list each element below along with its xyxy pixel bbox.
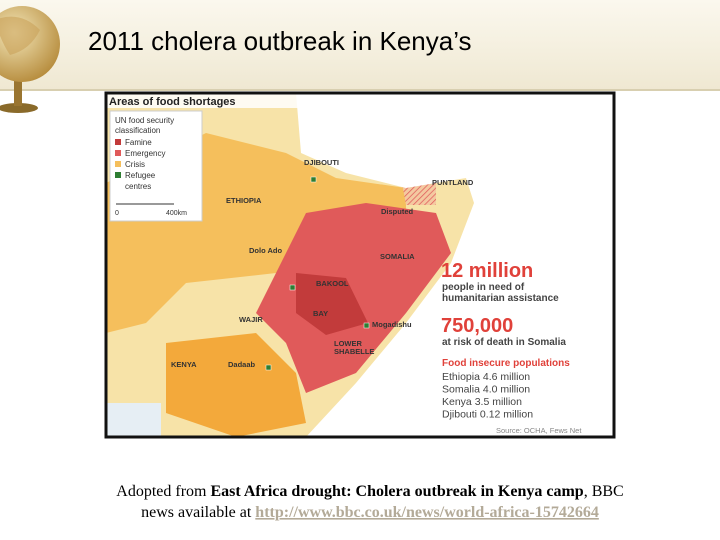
stat-text: people in need of bbox=[442, 282, 525, 293]
stat-text: at risk of death in Somalia bbox=[442, 337, 566, 348]
place-label: ETHIOPIA bbox=[226, 196, 262, 205]
caption-text: , BBC bbox=[584, 483, 624, 500]
caption-line: Adopted from East Africa drought: Choler… bbox=[116, 483, 623, 500]
crisis-region bbox=[166, 333, 306, 437]
place-label: Disputed bbox=[381, 207, 414, 216]
refugee-marker bbox=[310, 176, 317, 183]
inset-map bbox=[106, 403, 161, 437]
caption-text: news available at bbox=[141, 504, 255, 521]
legend-item: centres bbox=[125, 182, 151, 191]
stat-number: 750,000 bbox=[441, 315, 513, 337]
refugee-marker bbox=[289, 284, 296, 291]
scale-label: 0 bbox=[115, 210, 119, 217]
legend-swatch bbox=[115, 172, 121, 178]
legend-item: Emergency bbox=[125, 149, 165, 158]
place-label: PUNTLAND bbox=[432, 178, 474, 187]
caption-link[interactable]: http://www.bbc.co.uk/news/world-africa-1… bbox=[255, 504, 599, 521]
legend-swatch bbox=[115, 150, 121, 156]
population-row: Somalia 4.0 million bbox=[442, 384, 530, 396]
populations-title: Food insecure populations bbox=[442, 358, 570, 369]
place-label: LOWER bbox=[334, 339, 362, 348]
legend-item: Famine bbox=[125, 138, 152, 147]
refugee-marker bbox=[363, 322, 370, 329]
population-row: Djibouti 0.12 million bbox=[442, 409, 533, 421]
population-row: Ethiopia 4.6 million bbox=[442, 371, 530, 383]
famine-region bbox=[296, 273, 368, 335]
stat-number: 12 million bbox=[441, 260, 533, 282]
sea bbox=[296, 93, 614, 437]
title-band bbox=[0, 0, 720, 90]
slide-title: 2011 cholera outbreak in Kenya’s bbox=[88, 26, 472, 56]
place-label: BAKOOL bbox=[316, 279, 349, 288]
caption-article: East Africa drought: Cholera outbreak in… bbox=[210, 483, 583, 500]
legend-swatch bbox=[115, 161, 121, 167]
scale-label: 400km bbox=[166, 210, 187, 217]
map-heading: Areas of food shortages bbox=[109, 96, 236, 108]
place-label: BAY bbox=[313, 309, 328, 318]
map-source: Source: OCHA, Fews Net bbox=[496, 426, 582, 435]
place-label: Mogadishu bbox=[372, 320, 412, 329]
legend-swatch bbox=[115, 139, 121, 145]
caption-line: news available at http://www.bbc.co.uk/n… bbox=[141, 504, 599, 521]
population-row: Kenya 3.5 million bbox=[442, 396, 522, 408]
legend-item: Crisis bbox=[125, 160, 145, 169]
caption-text: Adopted from bbox=[116, 483, 210, 500]
place-label: WAJIR bbox=[239, 315, 263, 324]
map-border bbox=[104, 91, 616, 439]
legend-title: UN food security bbox=[115, 116, 174, 125]
legend-box bbox=[109, 110, 203, 222]
place-label: KENYA bbox=[171, 360, 197, 369]
heading-bar bbox=[106, 93, 614, 108]
globe-icon bbox=[0, 6, 60, 113]
legend-item: Refugee bbox=[125, 171, 156, 180]
refugee-marker bbox=[265, 364, 272, 371]
place-label: Dolo Ado bbox=[249, 246, 282, 255]
place-label: SOMALIA bbox=[380, 252, 415, 261]
place-label: SHABELLE bbox=[334, 347, 374, 356]
place-label: DJIBOUTI bbox=[304, 158, 339, 167]
legend-title: classification bbox=[115, 126, 160, 135]
stat-text: humanitarian assistance bbox=[442, 293, 559, 304]
place-label: Dadaab bbox=[228, 360, 256, 369]
